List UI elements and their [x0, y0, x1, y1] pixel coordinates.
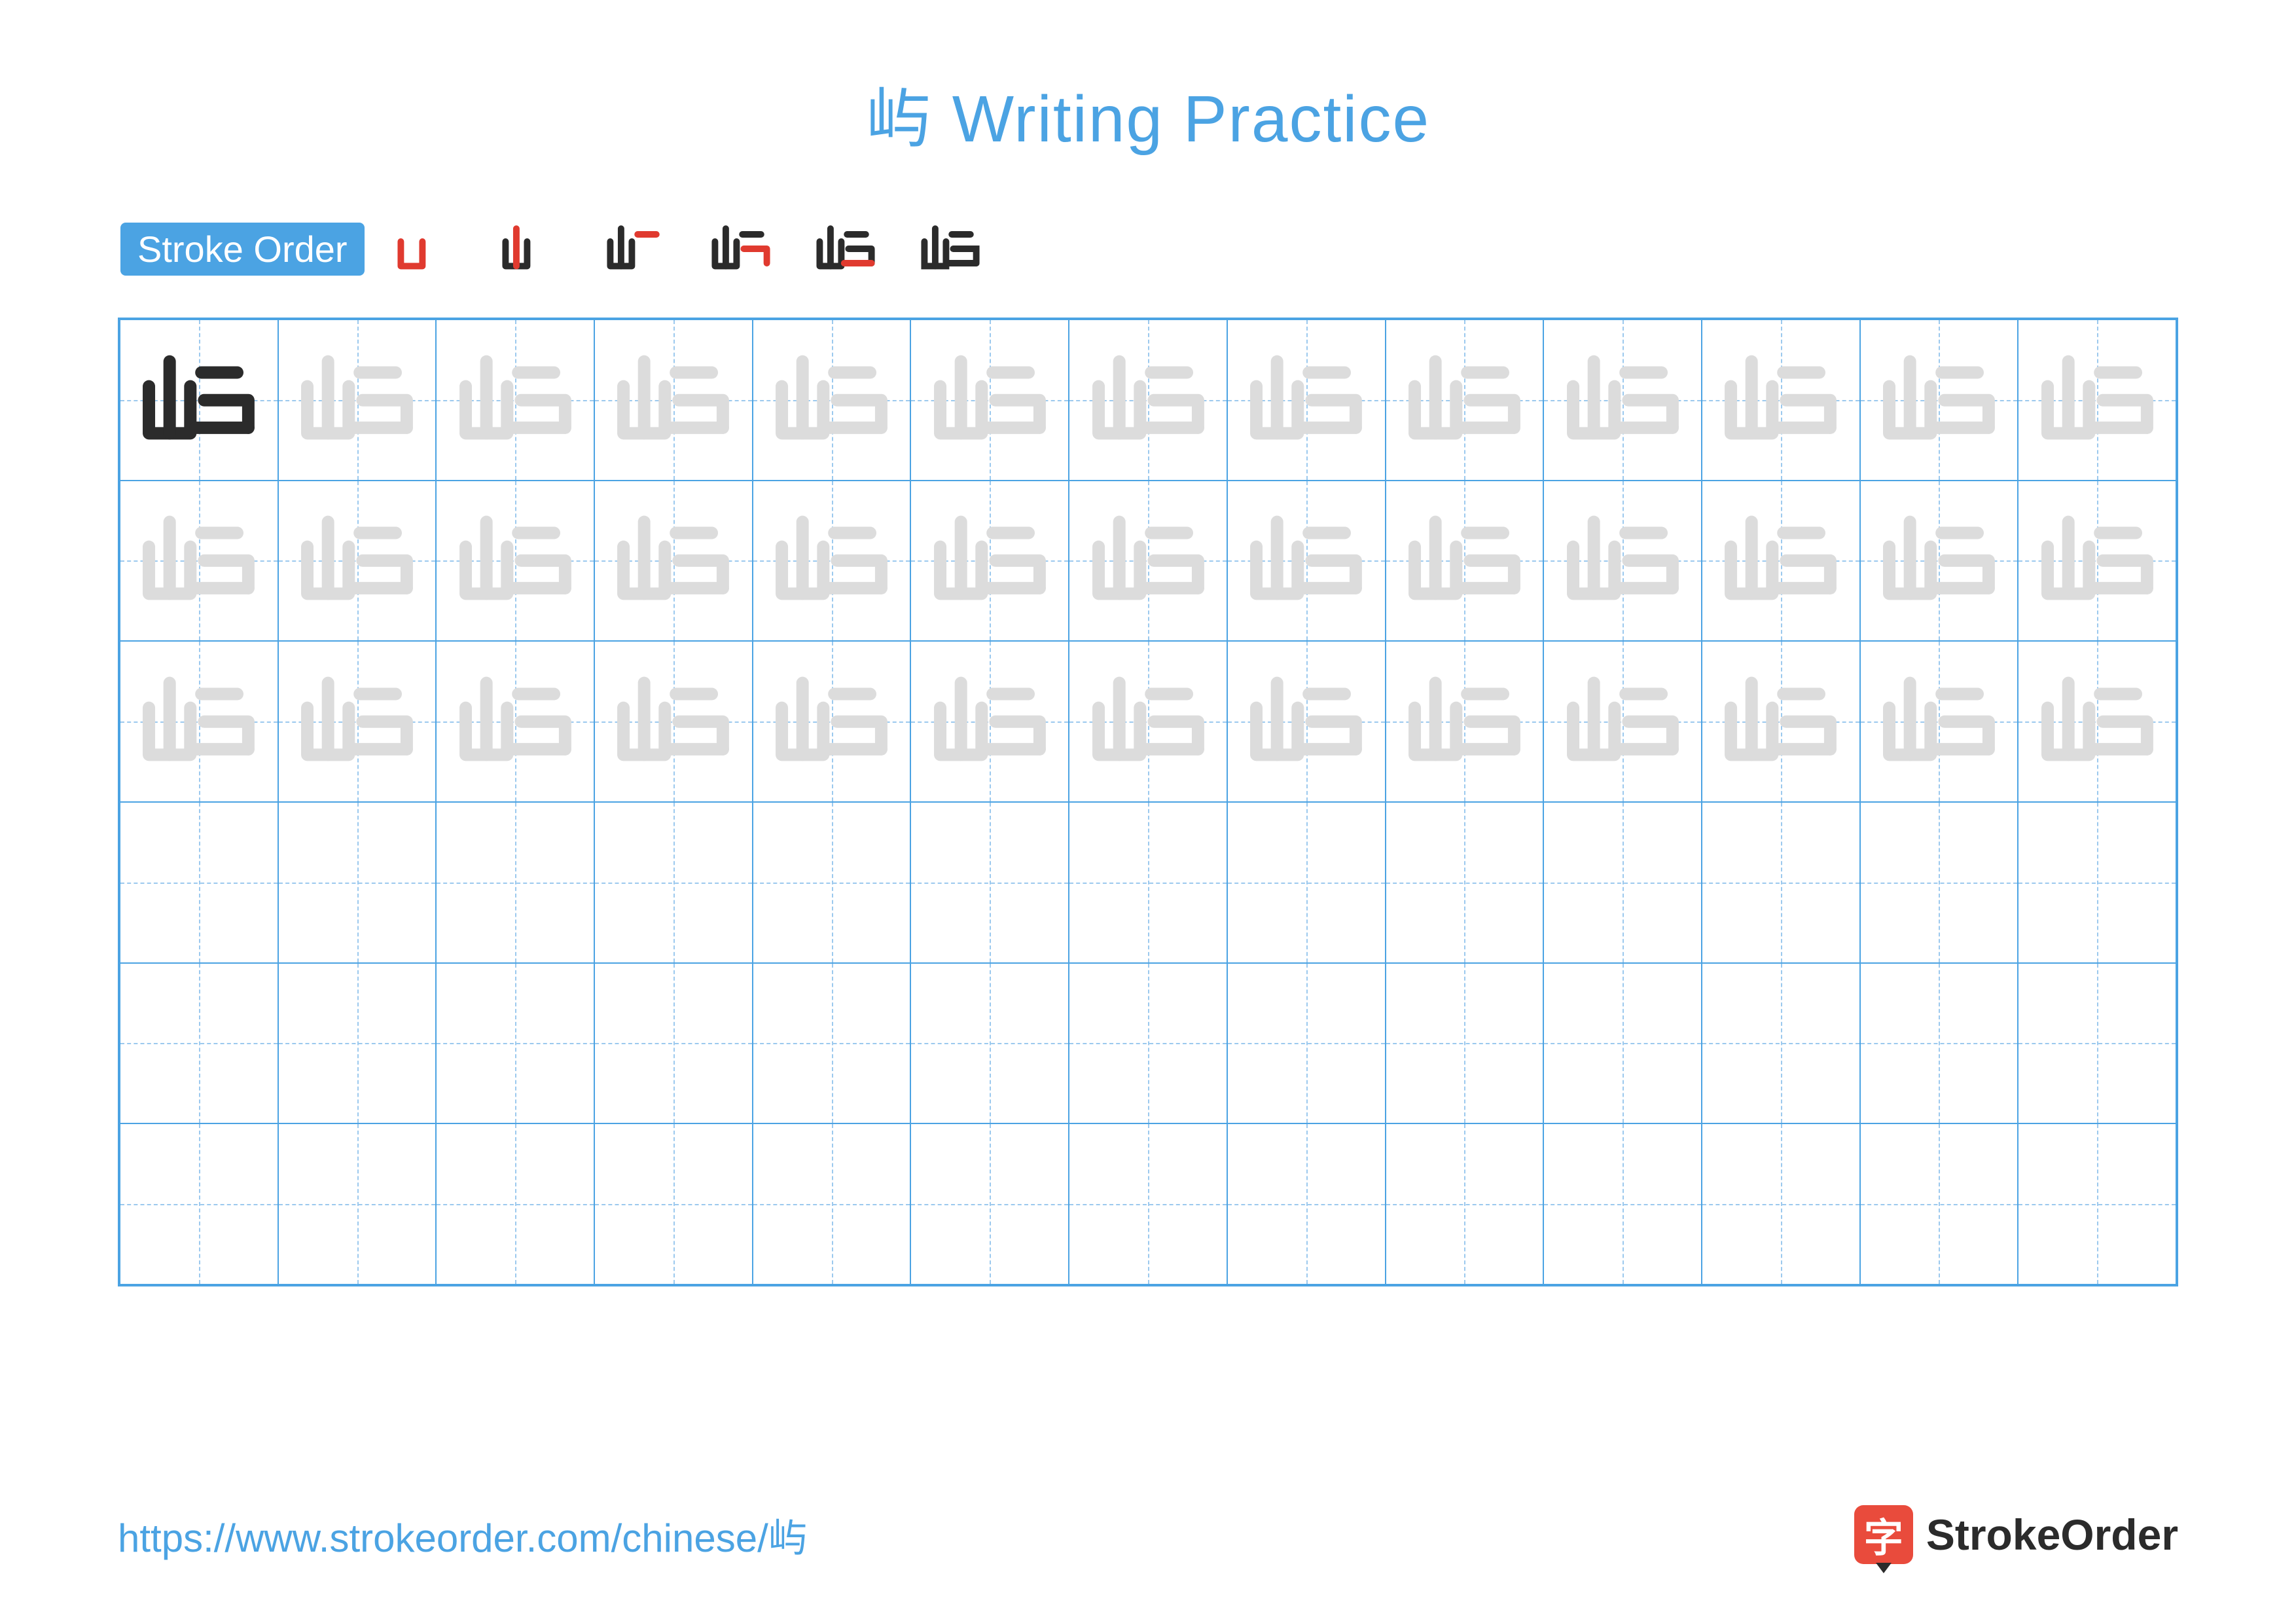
grid-cell	[1702, 481, 1860, 642]
brand-logo: 字 StrokeOrder	[1854, 1505, 2178, 1564]
grid-cell	[1543, 641, 1702, 802]
grid-cell	[910, 641, 1069, 802]
grid-cell	[1702, 641, 1860, 802]
grid-cell	[436, 641, 594, 802]
grid-cell	[1227, 963, 1386, 1124]
grid-cell	[1386, 481, 1544, 642]
grid-cell	[2018, 963, 2176, 1124]
grid-cell	[910, 802, 1069, 963]
grid-cell	[278, 802, 437, 963]
grid-cell	[1860, 802, 2018, 963]
grid-cell	[278, 319, 437, 481]
grid-cell	[120, 802, 278, 963]
grid-cell	[278, 963, 437, 1124]
grid-cell	[753, 1123, 911, 1285]
stroke-step-4	[705, 213, 777, 285]
grid-cell	[1860, 319, 2018, 481]
grid-cell	[1386, 963, 1544, 1124]
grid-cell	[120, 641, 278, 802]
grid-cell	[278, 1123, 437, 1285]
source-url: https://www.strokeorder.com/chinese/屿	[118, 1506, 808, 1563]
grid-cell	[2018, 641, 2176, 802]
practice-grid	[118, 318, 2178, 1286]
grid-cell	[436, 802, 594, 963]
stroke-step-3	[600, 213, 672, 285]
grid-cell	[1860, 1123, 2018, 1285]
stroke-order-row: Stroke Order	[118, 213, 2178, 285]
grid-cell	[1543, 802, 1702, 963]
grid-cell	[1386, 802, 1544, 963]
grid-cell	[1227, 641, 1386, 802]
grid-cell	[594, 1123, 753, 1285]
grid-cell	[278, 641, 437, 802]
grid-cell	[1860, 481, 2018, 642]
grid-cell	[594, 802, 753, 963]
grid-cell	[594, 963, 753, 1124]
page-title: 屿 Writing Practice	[118, 65, 2178, 160]
grid-cell	[1386, 319, 1544, 481]
grid-cell	[753, 802, 911, 963]
grid-cell	[594, 641, 753, 802]
grid-cell	[1543, 481, 1702, 642]
grid-cell	[1227, 802, 1386, 963]
grid-cell	[1227, 319, 1386, 481]
grid-cell	[1543, 963, 1702, 1124]
grid-cell	[1227, 481, 1386, 642]
grid-cell	[120, 481, 278, 642]
grid-cell	[436, 1123, 594, 1285]
grid-cell	[120, 1123, 278, 1285]
grid-cell	[1069, 963, 1227, 1124]
stroke-step-5	[810, 213, 882, 285]
grid-cell	[1069, 481, 1227, 642]
grid-cell	[120, 963, 278, 1124]
grid-cell	[1227, 1123, 1386, 1285]
grid-cell	[1069, 802, 1227, 963]
grid-cell	[1702, 319, 1860, 481]
grid-cell	[753, 963, 911, 1124]
grid-cell	[910, 963, 1069, 1124]
grid-cell	[1069, 1123, 1227, 1285]
grid-cell	[2018, 481, 2176, 642]
grid-cell	[594, 481, 753, 642]
grid-cell	[436, 963, 594, 1124]
grid-cell	[436, 319, 594, 481]
grid-cell	[2018, 319, 2176, 481]
grid-cell	[910, 319, 1069, 481]
grid-cell	[1702, 802, 1860, 963]
grid-cell	[1069, 641, 1227, 802]
brand-name: StrokeOrder	[1926, 1510, 2178, 1559]
grid-cell	[1543, 1123, 1702, 1285]
grid-cell	[753, 319, 911, 481]
stroke-step-6	[914, 213, 986, 285]
grid-cell	[278, 481, 437, 642]
grid-cell	[1702, 963, 1860, 1124]
stroke-step-2	[495, 213, 567, 285]
grid-cell	[1860, 963, 2018, 1124]
stroke-steps-container	[391, 213, 986, 285]
grid-cell	[1069, 319, 1227, 481]
grid-cell	[120, 319, 278, 481]
grid-cell	[594, 319, 753, 481]
footer: https://www.strokeorder.com/chinese/屿 字 …	[118, 1505, 2178, 1564]
stroke-order-badge: Stroke Order	[120, 223, 365, 276]
brand-icon: 字	[1854, 1505, 1913, 1564]
grid-cell	[1860, 641, 2018, 802]
grid-cell	[436, 481, 594, 642]
grid-cell	[753, 481, 911, 642]
grid-cell	[1702, 1123, 1860, 1285]
grid-cell	[2018, 1123, 2176, 1285]
grid-cell	[2018, 802, 2176, 963]
grid-cell	[753, 641, 911, 802]
grid-cell	[910, 1123, 1069, 1285]
grid-cell	[1386, 1123, 1544, 1285]
stroke-step-1	[391, 213, 463, 285]
grid-cell	[1386, 641, 1544, 802]
grid-cell	[1543, 319, 1702, 481]
grid-cell	[910, 481, 1069, 642]
